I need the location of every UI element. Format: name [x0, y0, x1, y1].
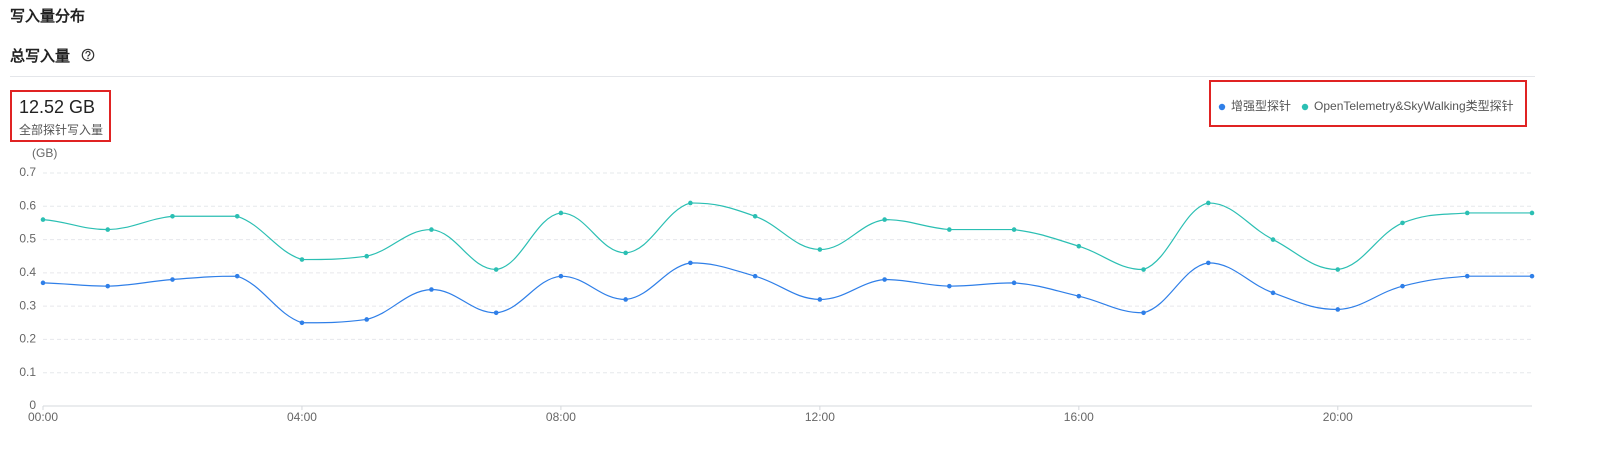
data-point: [623, 250, 628, 256]
data-point: [429, 287, 434, 292]
data-point: [493, 267, 499, 272]
y-tick-label: 0.3: [19, 298, 36, 312]
data-point: [1529, 210, 1535, 216]
data-point: [1270, 290, 1276, 296]
stat-box: 12.52 GB 全部探针写入量: [10, 90, 111, 142]
y-tick-label: 0.1: [19, 365, 36, 379]
x-tick-label: 08:00: [546, 410, 576, 424]
data-point: [1335, 307, 1341, 312]
x-tick-label: 12:00: [805, 410, 835, 424]
data-point: [1141, 267, 1146, 272]
data-point: [364, 253, 369, 259]
legend-marker: [1218, 103, 1226, 111]
data-point: [364, 317, 369, 322]
data-point: [882, 277, 887, 282]
legend-marker: [1301, 103, 1309, 111]
data-point: [558, 210, 564, 216]
data-point: [1529, 273, 1535, 279]
data-point: [40, 217, 46, 222]
data-point: [299, 320, 305, 326]
x-tick-label: 00:00: [28, 410, 58, 424]
y-tick-label: 0.7: [19, 165, 36, 179]
data-point: [688, 260, 693, 266]
data-point: [299, 257, 305, 262]
data-point: [105, 227, 111, 232]
data-point: [1400, 283, 1405, 289]
legend-box: [1209, 80, 1527, 127]
data-point: [817, 297, 823, 302]
x-tick-label: 20:00: [1323, 410, 1353, 424]
y-axis-label: (GB): [32, 146, 57, 160]
data-point: [752, 273, 758, 279]
data-point: [493, 310, 499, 316]
data-point: [1464, 210, 1470, 216]
data-point: [234, 213, 240, 219]
y-tick-label: 0: [29, 398, 36, 412]
data-point: [170, 277, 175, 282]
data-point: [234, 273, 240, 279]
x-tick-label: 04:00: [287, 410, 317, 424]
data-point: [1011, 227, 1017, 232]
data-point: [1335, 267, 1341, 272]
stat-label: 全部探针写入量: [19, 123, 104, 137]
data-point: [1464, 273, 1470, 279]
data-point: [1141, 310, 1146, 316]
data-point: [882, 217, 887, 222]
divider: [10, 76, 1535, 77]
data-point: [40, 280, 46, 286]
data-point: [623, 297, 628, 302]
series-line: [42, 202, 1532, 271]
data-point: [688, 200, 693, 206]
legend-label: OpenTelemetry&SkyWalking类型探针: [1314, 98, 1514, 113]
data-point: [1076, 243, 1082, 249]
data-point: [170, 213, 175, 219]
data-point: [752, 213, 758, 219]
data-point: [817, 247, 823, 252]
y-tick-label: 0.5: [19, 232, 36, 246]
data-point: [558, 273, 564, 279]
data-point: [1076, 293, 1082, 299]
help-icon[interactable]: [81, 48, 95, 62]
page-title: 写入量分布: [10, 8, 86, 25]
data-point: [1270, 237, 1276, 242]
data-point: [947, 227, 952, 232]
data-point: [1206, 260, 1211, 266]
data-point: [105, 283, 111, 289]
legend-label: 增强型探针: [1231, 98, 1291, 113]
y-tick-label: 0.2: [19, 332, 36, 346]
data-point: [1206, 200, 1211, 206]
y-tick-label: 0.6: [19, 198, 36, 212]
stat-value: 12.52 GB: [19, 97, 96, 117]
y-tick-label: 0.4: [19, 265, 36, 279]
section-title: 总写入量: [10, 48, 71, 65]
data-point: [429, 227, 434, 232]
series-line: [42, 262, 1532, 324]
data-point: [947, 283, 952, 289]
data-point: [1011, 280, 1017, 286]
data-point: [1400, 220, 1405, 226]
x-tick-label: 16:00: [1064, 410, 1094, 424]
